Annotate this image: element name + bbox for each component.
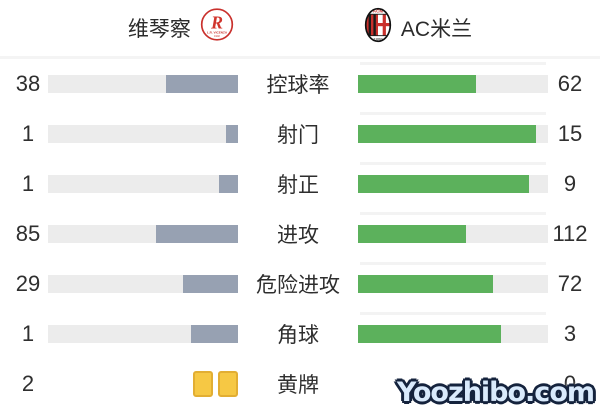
away-bar-fill <box>358 175 529 193</box>
away-bar <box>358 262 548 293</box>
home-bar-fill <box>190 325 238 343</box>
away-value: 3 <box>563 321 577 346</box>
stat-row-shots-on-target: 1 射正 9 <box>0 159 600 209</box>
away-value: 112 <box>552 221 588 246</box>
svg-text:R: R <box>210 13 223 33</box>
home-value: 85 <box>15 221 41 246</box>
away-value: 15 <box>557 121 583 146</box>
stat-row-dangerous-attacks: 29 危险进攻 72 <box>0 259 600 309</box>
stat-label: 进攻 <box>277 224 319 247</box>
away-value: 62 <box>557 71 583 96</box>
home-team-name: 维琴察 <box>127 18 191 41</box>
away-team: ACM 1899 AC米兰 <box>364 7 472 49</box>
stat-label: 黄牌 <box>277 374 319 397</box>
home-value: 1 <box>21 321 35 346</box>
home-bar <box>48 325 238 343</box>
home-bar <box>48 125 238 143</box>
home-value: 2 <box>21 371 35 396</box>
home-value: 1 <box>21 121 35 146</box>
svg-text:L.R. VICENZA: L.R. VICENZA <box>207 31 228 35</box>
stats-list: 38 控球率 62 1 射门 15 1 射正 9 85 <box>0 59 600 409</box>
away-value: 0 <box>563 371 577 396</box>
home-value: 29 <box>15 271 41 296</box>
home-value: 1 <box>21 171 35 196</box>
svg-text:1899: 1899 <box>373 37 383 42</box>
away-bar <box>358 212 548 243</box>
stat-row-possession: 38 控球率 62 <box>0 59 600 109</box>
away-bar-fill <box>358 275 494 293</box>
home-bar <box>48 175 238 193</box>
stat-label: 控球率 <box>266 74 330 97</box>
yellow-card-icon <box>218 371 238 397</box>
away-value: 72 <box>557 271 583 296</box>
stat-row-yellow-cards: 2 黄牌 0 <box>0 359 600 409</box>
home-bar-fill <box>226 125 238 143</box>
away-team-name: AC米兰 <box>400 18 473 41</box>
home-team: 维琴察 R L.R. VICENZA 1902 <box>128 7 234 49</box>
acmilan-crest-icon: ACM 1899 <box>364 7 392 49</box>
away-bar-fill <box>358 75 476 93</box>
home-bar-fill <box>156 225 238 243</box>
home-value: 38 <box>15 71 41 96</box>
stat-label: 射门 <box>277 124 319 147</box>
away-bar-fill <box>358 325 501 343</box>
away-bar-fill <box>358 225 467 243</box>
match-header: 维琴察 R L.R. VICENZA 1902 <box>0 0 600 59</box>
stat-row-shots: 1 射门 15 <box>0 109 600 159</box>
stat-label: 危险进攻 <box>256 274 340 297</box>
away-bar <box>358 162 548 193</box>
svg-text:1902: 1902 <box>214 34 220 38</box>
away-value: 9 <box>563 171 577 196</box>
stat-row-corners: 1 角球 3 <box>0 309 600 359</box>
home-bar-fill <box>165 75 238 93</box>
stat-row-attacks: 85 进攻 112 <box>0 209 600 259</box>
home-bar-fill <box>183 275 238 293</box>
svg-text:ACM: ACM <box>373 9 384 14</box>
vicenza-crest-icon: R L.R. VICENZA 1902 <box>200 7 234 49</box>
stat-label: 射正 <box>277 174 319 197</box>
home-bar-fill <box>219 175 238 193</box>
away-bar-fill <box>358 125 537 143</box>
away-bar <box>358 112 548 143</box>
site-watermark: Yoozhibo.com <box>396 377 595 408</box>
home-bar <box>48 75 238 93</box>
home-bar <box>48 225 238 243</box>
away-bar <box>358 312 548 343</box>
stat-label: 角球 <box>277 324 319 347</box>
yellow-card-icon <box>193 371 213 397</box>
home-bar <box>48 275 238 293</box>
home-yellow-cards <box>48 359 238 409</box>
away-bar <box>358 62 548 93</box>
